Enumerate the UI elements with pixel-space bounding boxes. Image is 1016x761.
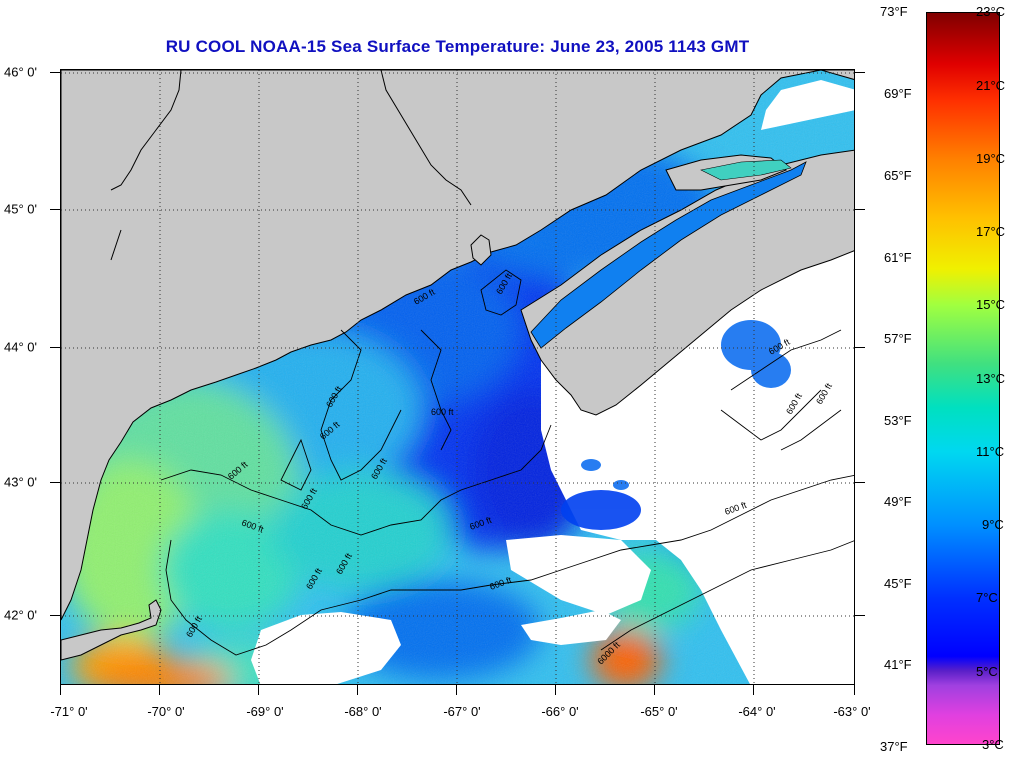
sst-patches — [561, 320, 791, 530]
graticule — [61, 70, 854, 684]
map-title: RU COOL NOAA-15 Sea Surface Temperature:… — [165, 37, 750, 56]
celsius-label: 7°C — [976, 590, 998, 605]
fahrenheit-label: 53°F — [884, 413, 912, 428]
lon-label: -65° 0' — [640, 704, 678, 719]
bathymetry-contours — [160, 269, 854, 656]
contour-label: 600 ft — [431, 407, 454, 417]
fahrenheit-label: 49°F — [884, 494, 912, 509]
lon-label: -68° 0' — [344, 704, 382, 719]
fahrenheit-label: 61°F — [884, 250, 912, 265]
lon-label: -63° 0' — [833, 704, 871, 719]
celsius-label: 5°C — [976, 664, 998, 679]
lon-label: -69° 0' — [246, 704, 284, 719]
celsius-label: 21°C — [976, 78, 1006, 93]
lat-label: 46° 0' — [4, 64, 37, 80]
fahrenheit-label: 45°F — [884, 576, 912, 591]
map-canvas: 600 ft 600 ft 600 ft 600 ft 600 ft 600 f… — [61, 70, 854, 684]
lon-label: -66° 0' — [541, 704, 579, 719]
lat-label: 44° 0' — [4, 339, 37, 355]
celsius-label: 11°C — [976, 444, 1005, 459]
fahrenheit-label: 57°F — [884, 331, 912, 346]
lat-label: 45° 0' — [4, 201, 37, 217]
sst-map[interactable]: 600 ft 600 ft 600 ft 600 ft 600 ft 600 f… — [60, 69, 855, 685]
fahrenheit-label: 69°F — [884, 86, 912, 101]
lon-label: -64° 0' — [738, 704, 776, 719]
fahrenheit-label: 37°F — [880, 739, 908, 754]
fahrenheit-label: 41°F — [884, 657, 912, 672]
lon-label: -70° 0' — [147, 704, 185, 719]
minas-basin — [700, 159, 792, 181]
celsius-label: 3°C — [982, 737, 1004, 752]
fahrenheit-label: 73°F — [880, 4, 908, 19]
coastline-detail — [110, 70, 472, 261]
lat-label: 42° 0' — [4, 607, 37, 623]
celsius-label: 17°C — [976, 224, 1006, 239]
bay-of-fundy — [530, 161, 807, 349]
lon-label: -71° 0' — [50, 704, 88, 719]
celsius-label: 9°C — [982, 517, 1004, 532]
celsius-label: 15°C — [976, 297, 1006, 312]
temperature-colorbar — [926, 12, 1000, 745]
lon-label: -67° 0' — [443, 704, 481, 719]
celsius-label: 19°C — [976, 151, 1006, 166]
lat-label: 43° 0' — [4, 474, 37, 490]
celsius-label: 23°C — [976, 4, 1006, 19]
celsius-label: 13°C — [976, 371, 1006, 386]
fahrenheit-label: 65°F — [884, 168, 912, 183]
